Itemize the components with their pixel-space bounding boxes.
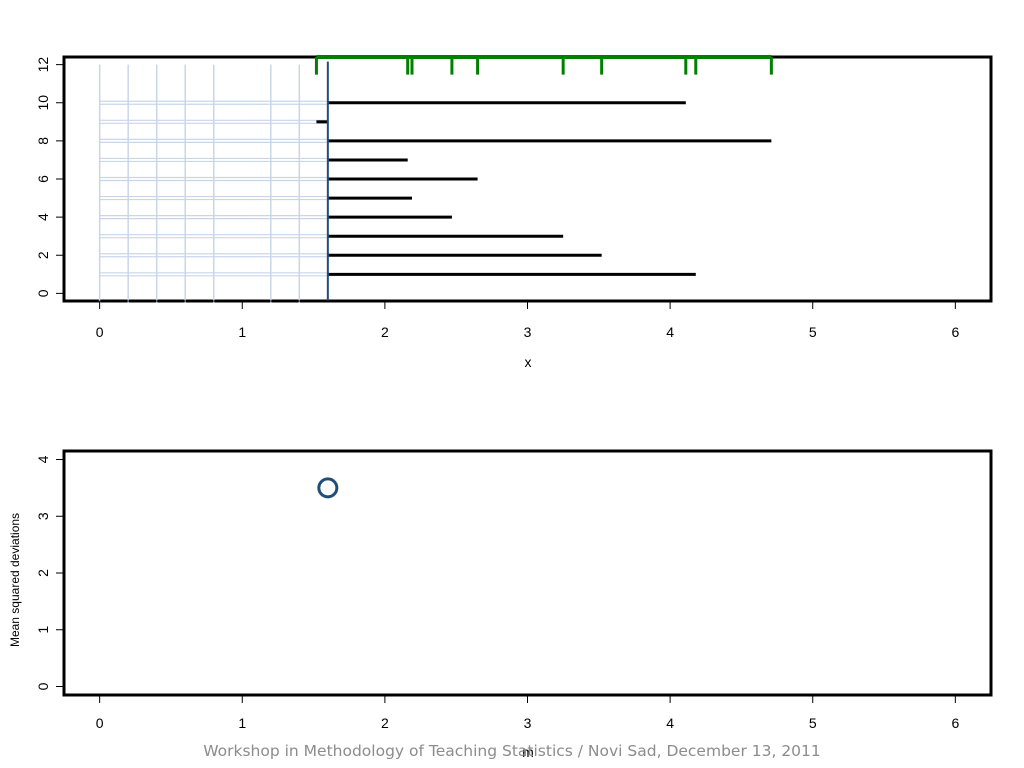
- top-x-tick-label: 5: [809, 324, 817, 340]
- bottom-x-tick-label: 4: [666, 715, 674, 731]
- bottom-x-tick-label: 3: [524, 715, 532, 731]
- top-panel-grid: [98, 64, 328, 303]
- top-x-tick-label: 3: [524, 324, 532, 340]
- bottom-y-tick-label: 0: [35, 682, 51, 690]
- bottom-panel-marks: [317, 477, 339, 499]
- top-y-tick-label: 4: [35, 213, 51, 221]
- bottom-x-tick-label: 6: [951, 715, 959, 731]
- top-y-tick-label: 10: [35, 95, 51, 111]
- bottom-x-tick-label: 0: [96, 715, 104, 731]
- top-y-tick-label: 8: [35, 137, 51, 145]
- bottom-panel-frame: [62, 449, 993, 697]
- bottom-y-axis-label: Mean squared deviations: [8, 513, 22, 647]
- bottom-y-tick-label: 2: [35, 569, 51, 577]
- msd-point: [317, 477, 339, 499]
- slide-footer: Workshop in Methodology of Teaching Stat…: [203, 742, 821, 760]
- top-x-tick-label: 2: [381, 324, 389, 340]
- top-y-tick-label: 2: [35, 251, 51, 259]
- bottom-x-tick-label: 2: [381, 715, 389, 731]
- top-y-tick-label: 12: [35, 57, 51, 73]
- top-y-tick-label: 6: [35, 175, 51, 183]
- bottom-y-tick-label: 3: [35, 512, 51, 520]
- top-x-tick-label: 4: [666, 324, 674, 340]
- top-x-tick-label: 0: [96, 324, 104, 340]
- bottom-x-axis-label: m: [522, 744, 534, 760]
- top-x-axis-label: x: [525, 354, 532, 370]
- top-y-tick-label: 0: [35, 289, 51, 297]
- bottom-panel-axes: 0 1 2 3 4 5 6 0 1 2 3 4: [35, 455, 959, 731]
- bottom-y-tick-label: 1: [35, 626, 51, 634]
- bottom-x-tick-label: 5: [809, 715, 817, 731]
- top-x-tick-label: 1: [238, 324, 246, 340]
- top-panel-frame: [62, 55, 993, 303]
- bottom-panel-msd: 0 1 2 3 4 5 6 0 1 2 3 4 m Mean squared deviations: [8, 449, 993, 760]
- top-x-tick-label: 6: [951, 324, 959, 340]
- bottom-x-tick-label: 1: [238, 715, 246, 731]
- top-panel-marks: [314, 55, 773, 301]
- bottom-y-tick-label: 4: [35, 455, 51, 463]
